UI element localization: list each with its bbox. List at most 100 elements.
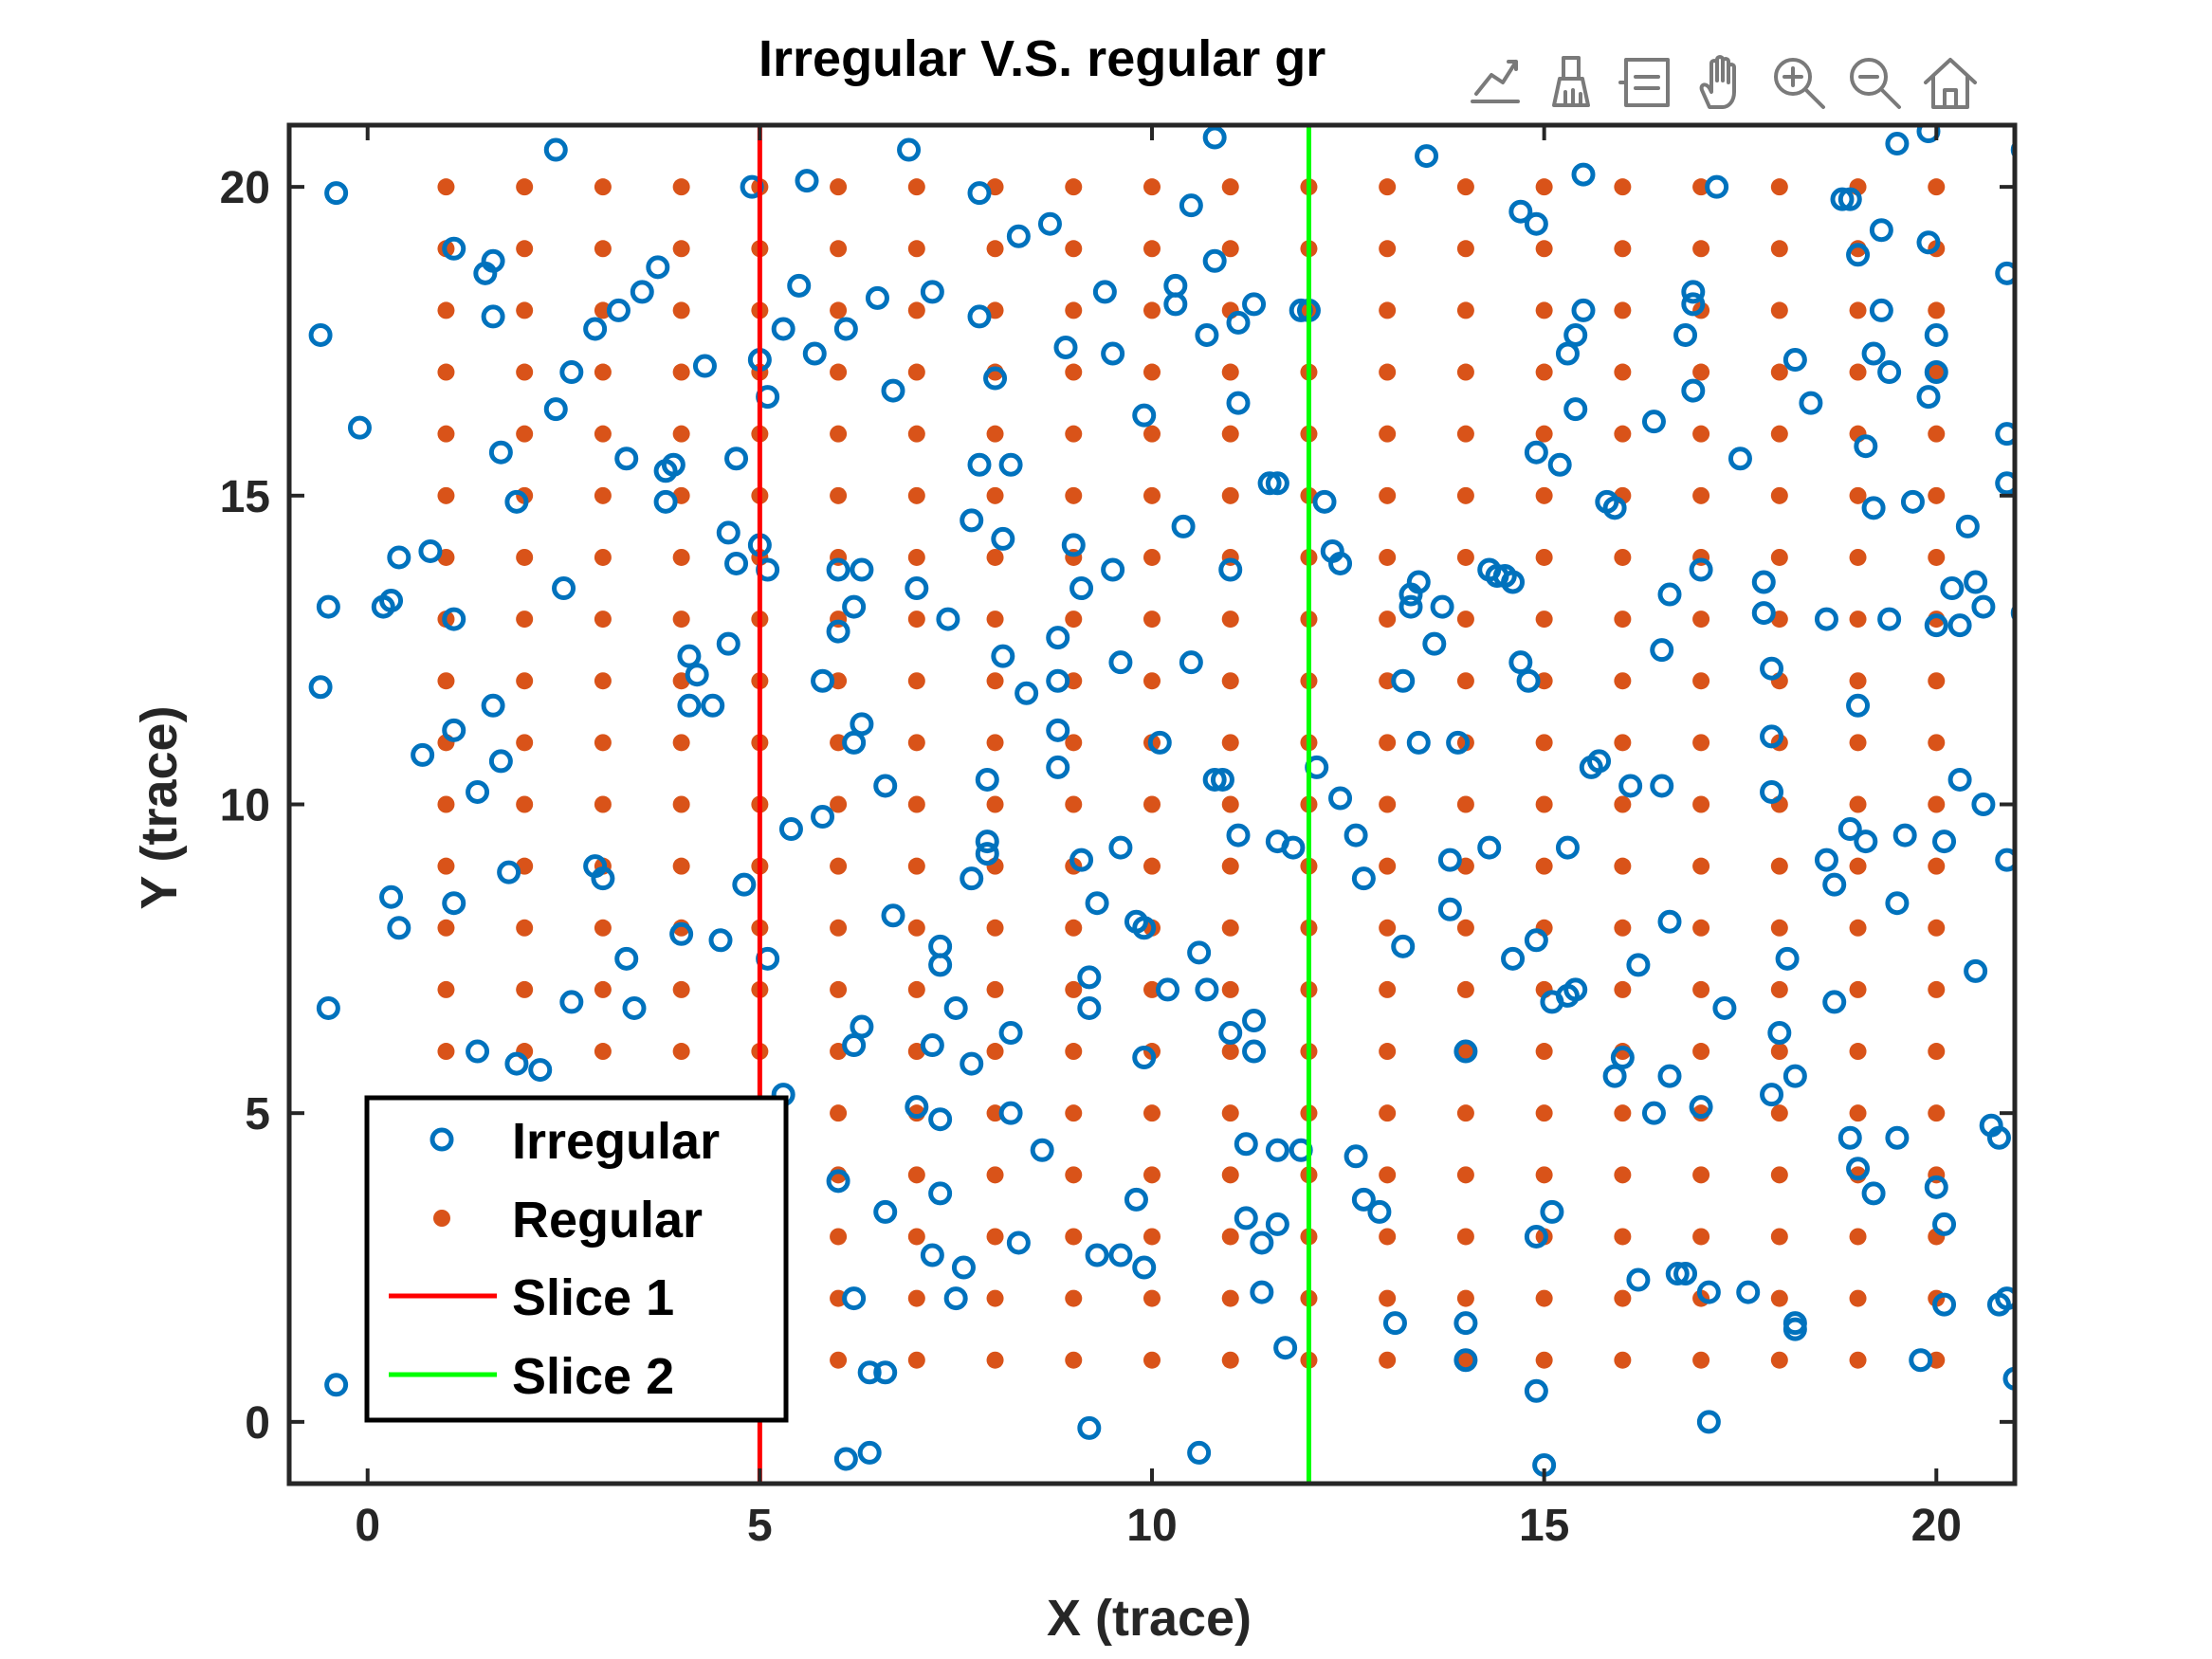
regular-point bbox=[1379, 1351, 1397, 1369]
irregular-point bbox=[1147, 730, 1172, 755]
regular-point bbox=[1379, 795, 1397, 813]
irregular-point bbox=[1916, 230, 1941, 255]
regular-point bbox=[830, 240, 848, 258]
irregular-point bbox=[1610, 1046, 1635, 1070]
irregular-point bbox=[1046, 718, 1070, 742]
regular-point bbox=[437, 795, 455, 813]
regular-point bbox=[1535, 1166, 1553, 1184]
irregular-point bbox=[1650, 638, 1674, 663]
irregular-point bbox=[1547, 452, 1572, 477]
irregular-point bbox=[316, 594, 340, 619]
irregular-point bbox=[1202, 125, 1227, 150]
regular-point bbox=[1770, 178, 1788, 196]
irregular-point bbox=[857, 1440, 882, 1465]
irregular-point bbox=[1132, 403, 1157, 428]
irregular-point bbox=[1696, 1280, 1721, 1304]
irregular-point bbox=[1705, 174, 1729, 199]
regular-point bbox=[1928, 178, 1946, 196]
regular-point bbox=[1770, 1043, 1788, 1061]
regular-point bbox=[1535, 178, 1553, 196]
irregular-point bbox=[795, 169, 819, 193]
brush-icon[interactable] bbox=[1541, 52, 1601, 113]
irregular-point bbox=[1995, 848, 2015, 872]
irregular-point bbox=[1351, 866, 1376, 891]
regular-point bbox=[1221, 1289, 1239, 1307]
irregular-point bbox=[1250, 1231, 1274, 1255]
regular-point bbox=[1692, 486, 1710, 504]
home-icon[interactable] bbox=[1920, 52, 1981, 113]
export-icon[interactable] bbox=[1465, 52, 1526, 113]
irregular-point bbox=[1265, 1212, 1289, 1236]
irregular-point bbox=[1202, 248, 1227, 273]
ticks: 0 5 10 15 20 0 5 10 15 20 bbox=[220, 125, 2015, 1551]
regular-point bbox=[907, 1228, 925, 1246]
regular-point bbox=[516, 363, 534, 381]
irregular-point bbox=[442, 607, 466, 631]
irregular-point bbox=[1681, 378, 1706, 403]
regular-point bbox=[1614, 1351, 1632, 1369]
irregular-point bbox=[1006, 224, 1031, 248]
irregular-point bbox=[778, 817, 803, 842]
irregular-point bbox=[1555, 835, 1580, 860]
irregular-point bbox=[1782, 348, 1807, 373]
regular-point bbox=[1928, 548, 1946, 566]
regular-point bbox=[907, 919, 925, 937]
regular-point bbox=[830, 980, 848, 998]
regular-point bbox=[1692, 857, 1710, 875]
regular-point bbox=[1535, 795, 1553, 813]
regular-point bbox=[1535, 486, 1553, 504]
zoom-out-icon[interactable] bbox=[1844, 52, 1905, 113]
irregular-point bbox=[1195, 322, 1219, 347]
irregular-point bbox=[873, 1360, 898, 1385]
irregular-point bbox=[998, 1101, 1023, 1125]
irregular-point bbox=[724, 447, 749, 471]
regular-point bbox=[986, 486, 1004, 504]
regular-point bbox=[1770, 980, 1788, 998]
regular-point bbox=[1143, 1289, 1161, 1307]
regular-point bbox=[1770, 425, 1788, 443]
regular-point bbox=[1221, 734, 1239, 752]
irregular-point bbox=[1892, 823, 1917, 848]
regular-point bbox=[986, 1043, 1004, 1061]
irregular-point bbox=[1782, 1311, 1807, 1336]
regular-point bbox=[437, 363, 455, 381]
regular-point bbox=[1692, 1043, 1710, 1061]
pan-icon[interactable] bbox=[1692, 52, 1753, 113]
irregular-point bbox=[967, 452, 992, 477]
regular-point bbox=[1535, 857, 1553, 875]
irregular-point bbox=[1257, 471, 1282, 496]
chart-title: Irregular V.S. regular gr bbox=[759, 30, 1325, 87]
irregular-point bbox=[1837, 187, 1862, 211]
irregular-point bbox=[833, 317, 858, 341]
irregular-point bbox=[653, 489, 678, 514]
irregular-point bbox=[552, 576, 576, 601]
irregular-point bbox=[583, 317, 608, 341]
regular-point bbox=[1614, 425, 1632, 443]
regular-point bbox=[516, 672, 534, 690]
regular-point bbox=[1143, 486, 1161, 504]
irregular-point bbox=[442, 891, 466, 916]
irregular-point bbox=[677, 693, 702, 718]
regular-point bbox=[594, 672, 612, 690]
legend-label-regular: Regular bbox=[512, 1192, 703, 1249]
irregular-point bbox=[308, 322, 333, 347]
regular-point bbox=[1849, 734, 1867, 752]
irregular-point bbox=[1932, 1212, 1957, 1236]
irregular-point bbox=[1837, 1125, 1862, 1150]
irregular-point bbox=[1030, 1138, 1054, 1162]
zoom-in-icon[interactable] bbox=[1768, 52, 1829, 113]
irregular-point bbox=[1971, 594, 1996, 619]
irregular-point bbox=[936, 607, 960, 631]
regular-point bbox=[830, 672, 848, 690]
regular-point bbox=[1535, 548, 1553, 566]
irregular-point bbox=[1602, 1064, 1627, 1088]
regular-point bbox=[1379, 672, 1397, 690]
irregular-point bbox=[1641, 410, 1666, 434]
irregular-point bbox=[1587, 749, 1612, 774]
regular-point bbox=[516, 980, 534, 998]
x-tick-label: 0 bbox=[355, 1501, 380, 1551]
regular-point bbox=[437, 1043, 455, 1061]
regular-point bbox=[1928, 301, 1946, 319]
data-tips-icon[interactable] bbox=[1617, 52, 1677, 113]
irregular-point bbox=[1822, 872, 1847, 897]
